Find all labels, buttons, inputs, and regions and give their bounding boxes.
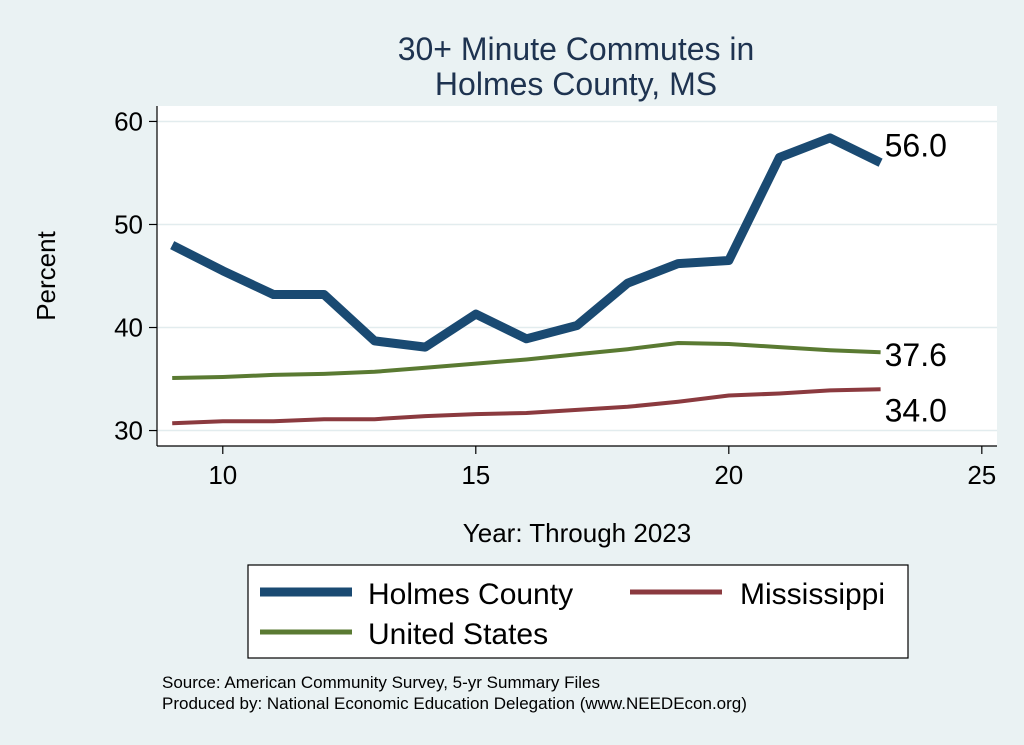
legend-label-holmes-county: Holmes County [368,578,573,611]
y-tick-label-30: 30 [114,416,143,446]
legend-label-united-states: United States [368,618,548,651]
y-axis-ticks: 30 40 50 60 [114,106,157,446]
source-line-1: Source: American Community Survey, 5-yr … [162,673,600,692]
gridlines [157,120,997,432]
chart-title-line-1: 30+ Minute Commutes in [398,31,755,67]
x-tick-label-10: 10 [208,460,237,490]
x-axis-ticks: 10 15 20 25 [208,446,996,490]
source-line-2: Produced by: National Economic Education… [162,694,747,713]
y-tick-label-40: 40 [114,313,143,343]
end-label-mississippi: 34.0 [885,392,947,428]
series-line-holmes-county [170,133,883,352]
x-tick-label-20: 20 [714,460,743,490]
x-tick-label-15: 15 [461,460,490,490]
legend-box [247,564,909,659]
legend-label-mississippi: Mississippi [740,578,885,611]
legend: Holmes County Mississippi United States [247,564,909,659]
x-axis-title: Year: Through 2023 [463,518,691,548]
end-labels: 56.0 34.0 37.6 [885,128,947,429]
end-label-holmes-county: 56.0 [885,128,947,164]
series-lines [170,133,883,426]
end-label-united-states: 37.6 [885,337,947,373]
y-tick-label-60: 60 [114,106,143,136]
x-tick-label-25: 25 [967,460,996,490]
series-line-united-states [172,341,881,380]
y-axis-title: Percent [31,230,61,320]
y-tick-label-50: 50 [114,209,143,239]
chart-title-line-2: Holmes County, MS [435,66,717,102]
series-line-mississippi [172,387,881,426]
